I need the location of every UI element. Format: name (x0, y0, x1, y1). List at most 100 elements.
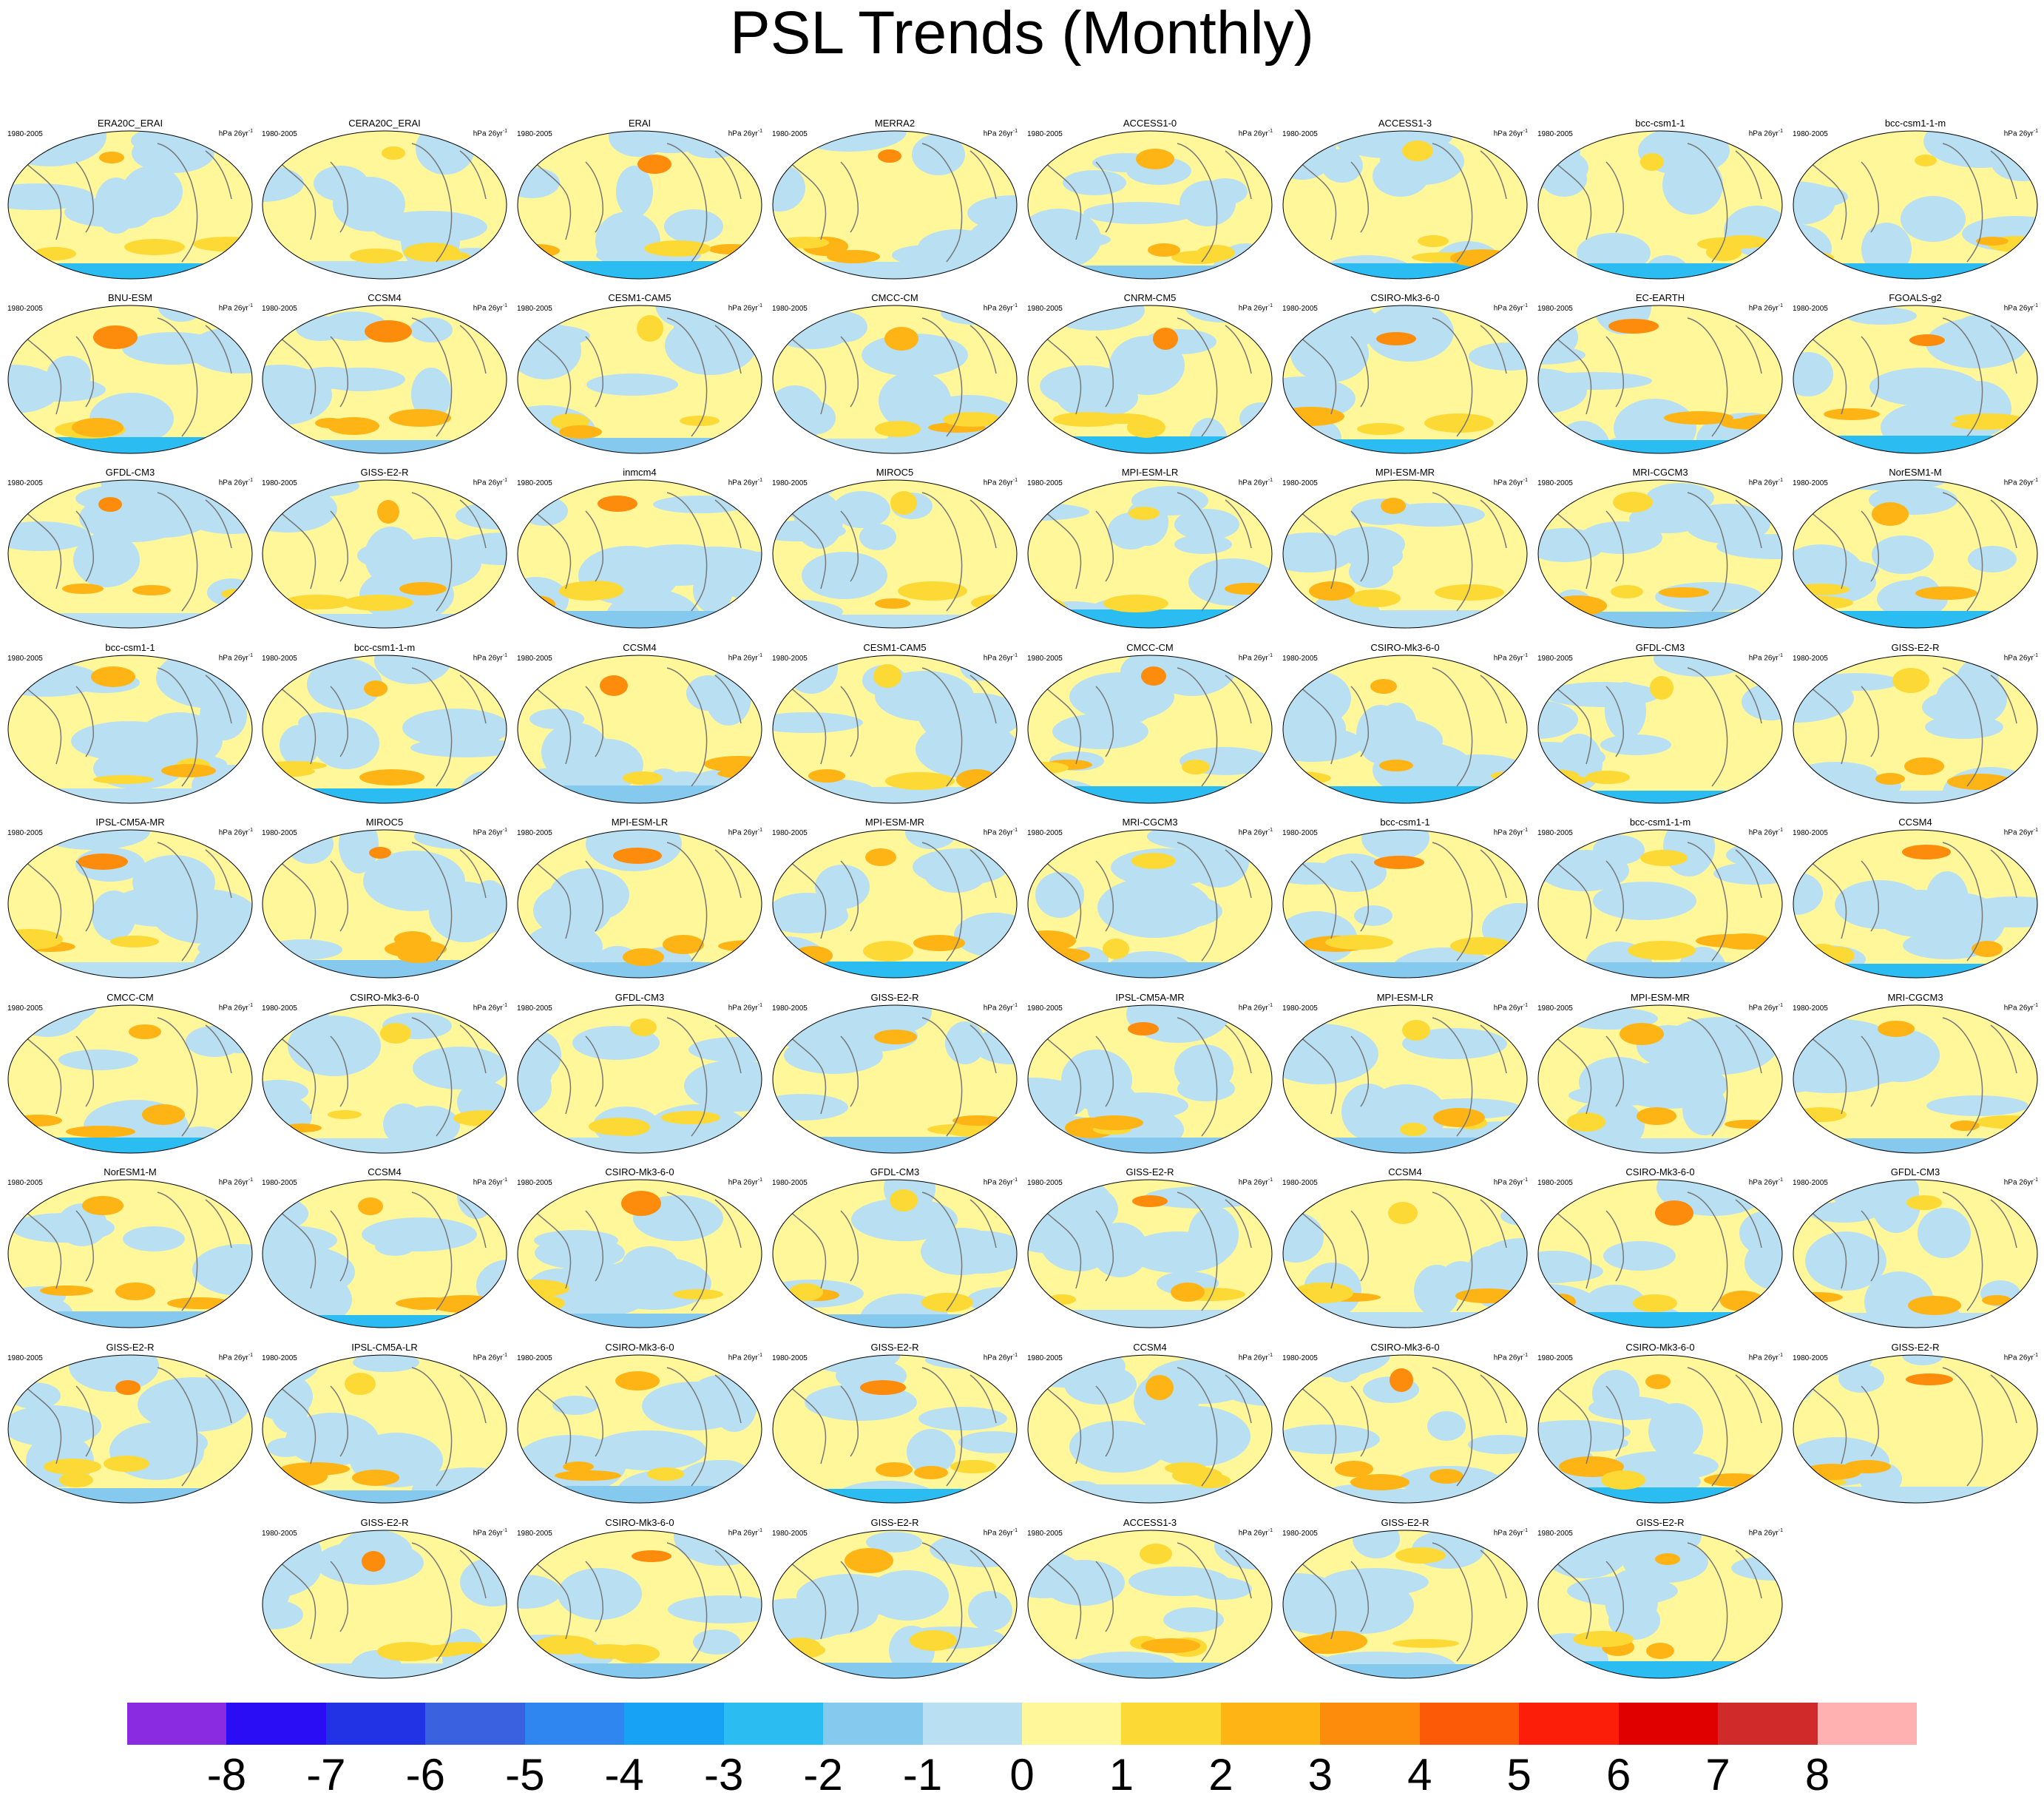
map-globe (517, 655, 762, 804)
units-exponent: -1 (757, 828, 762, 833)
map-panel: GFDL-CM3 1980-2005 hPa 26yr-1 (771, 1167, 1019, 1330)
colorbar-swatch (1220, 1703, 1321, 1745)
map-globe (772, 655, 1018, 804)
map-panel: ACCESS1-3 1980-2005 hPa 26yr-1 (1281, 118, 1529, 281)
panel-years: 1980-2005 (1282, 1004, 1318, 1013)
map-panel: MPI-ESM-LR 1980-2005 hPa 26yr-1 (1281, 993, 1529, 1155)
units-text: hPa 26yr (2003, 1354, 2034, 1362)
panel-units: hPa 26yr-1 (473, 1177, 507, 1186)
map-globe (1282, 479, 1528, 629)
map-panel: CMCC-CM 1980-2005 hPa 26yr-1 (1026, 643, 1274, 805)
units-exponent: -1 (2033, 303, 2038, 308)
panel-units: hPa 26yr-1 (984, 303, 1018, 312)
panel-years: 1980-2005 (517, 1530, 552, 1538)
units-exponent: -1 (248, 828, 253, 833)
panel-years: 1980-2005 (1537, 1354, 1573, 1362)
colorbar-swatch (1519, 1703, 1620, 1745)
panel-units: hPa 26yr-1 (1494, 1177, 1528, 1186)
units-exponent: -1 (1778, 1528, 1783, 1533)
panel-units: hPa 26yr-1 (219, 1003, 253, 1012)
units-exponent: -1 (1523, 1528, 1528, 1533)
panel-units: hPa 26yr-1 (1239, 129, 1273, 138)
panel-years: 1980-2005 (262, 305, 297, 313)
map-panel: CERA20C_ERAI 1980-2005 hPa 26yr-1 (260, 118, 509, 281)
units-text: hPa 26yr (728, 1178, 758, 1187)
units-text: hPa 26yr (983, 1178, 1013, 1187)
map-globe (1027, 130, 1273, 280)
colorbar-tick-label: 1 (1109, 1750, 1134, 1800)
units-exponent: -1 (248, 1177, 253, 1183)
panel-title: FGOALS-g2 (1889, 292, 1942, 303)
panel-years: 1980-2005 (1282, 655, 1318, 663)
map-globe (517, 130, 762, 280)
units-text: hPa 26yr (473, 1354, 503, 1362)
panel-title: CCSM4 (1898, 817, 1932, 828)
map-panel: CSIRO-Mk3-6-0 1980-2005 hPa 26yr-1 (260, 993, 509, 1155)
panel-title: ERAI (628, 118, 652, 129)
panel-title: CMCC-CM (871, 292, 918, 303)
map-globe (7, 1004, 253, 1154)
map-globe (1537, 655, 1783, 804)
map-globe (1282, 130, 1528, 280)
units-exponent: -1 (1523, 1353, 1528, 1358)
units-text: hPa 26yr (2003, 1004, 2034, 1013)
panel-years: 1980-2005 (7, 130, 43, 138)
panel-years: 1980-2005 (1537, 829, 1573, 837)
panel-title: MRI-CGCM3 (1122, 817, 1178, 828)
units-exponent: -1 (2033, 1177, 2038, 1183)
panel-title: CSIRO-Mk3-6-0 (1625, 1342, 1695, 1353)
panel-units: hPa 26yr-1 (1749, 1528, 1783, 1537)
panel-units: hPa 26yr-1 (1239, 653, 1273, 662)
units-exponent: -1 (757, 478, 762, 483)
map-panel: GISS-E2-R 1980-2005 hPa 26yr-1 (1536, 1518, 1784, 1680)
units-exponent: -1 (1523, 1177, 1528, 1183)
map-globe (1027, 305, 1273, 454)
map-globe (1282, 305, 1528, 454)
panel-units: hPa 26yr-1 (984, 1528, 1018, 1537)
units-exponent: -1 (1778, 828, 1783, 833)
map-globe (1537, 305, 1783, 454)
panel-units: hPa 26yr-1 (984, 1003, 1018, 1012)
units-text: hPa 26yr (1238, 479, 1268, 487)
units-text: hPa 26yr (728, 1004, 758, 1013)
panel-years: 1980-2005 (772, 1179, 808, 1187)
map-globe (1793, 1179, 2038, 1328)
colorbar-swatch (226, 1703, 327, 1745)
panel-years: 1980-2005 (262, 1179, 297, 1187)
panel-title: NorESM1-M (104, 1166, 157, 1177)
panel-years: 1980-2005 (7, 1354, 43, 1362)
map-panel: IPSL-CM5A-MR 1980-2005 hPa 26yr-1 (6, 817, 254, 980)
map-panel: MIROC5 1980-2005 hPa 26yr-1 (260, 817, 509, 980)
colorbar-swatch (1121, 1703, 1222, 1745)
units-text: hPa 26yr (2003, 654, 2034, 663)
units-exponent: -1 (502, 1177, 507, 1183)
map-globe (1793, 130, 2038, 280)
panel-title: ACCESS1-3 (1123, 1517, 1177, 1528)
panel-years: 1980-2005 (1282, 305, 1318, 313)
map-globe (1027, 479, 1273, 629)
panel-units: hPa 26yr-1 (473, 1353, 507, 1362)
colorbar-swatch (723, 1703, 824, 1745)
units-text: hPa 26yr (1748, 129, 1779, 138)
map-globe (517, 829, 762, 979)
map-panel: GFDL-CM3 1980-2005 hPa 26yr-1 (6, 467, 254, 630)
panel-units: hPa 26yr-1 (1239, 1528, 1273, 1537)
map-globe (772, 1530, 1018, 1679)
panel-units: hPa 26yr-1 (984, 478, 1018, 487)
map-panel: bcc-csm1-1 1980-2005 hPa 26yr-1 (1281, 817, 1529, 980)
map-globe (262, 1004, 507, 1154)
units-text: hPa 26yr (983, 654, 1013, 663)
map-globe (1793, 655, 2038, 804)
panel-title: MPI-ESM-MR (864, 817, 925, 828)
units-text: hPa 26yr (218, 828, 248, 837)
panel-years: 1980-2005 (1793, 829, 1828, 837)
map-globe (517, 1354, 762, 1504)
panel-title: ERA20C_ERAI (97, 118, 163, 129)
panel-units: hPa 26yr-1 (728, 653, 762, 662)
units-text: hPa 26yr (1493, 1529, 1523, 1538)
map-globe (262, 1179, 507, 1328)
panel-units: hPa 26yr-1 (1749, 1177, 1783, 1186)
panel-units: hPa 26yr-1 (1239, 303, 1273, 312)
colorbar-swatch (1817, 1703, 1918, 1745)
panel-title: ACCESS1-0 (1123, 118, 1177, 129)
